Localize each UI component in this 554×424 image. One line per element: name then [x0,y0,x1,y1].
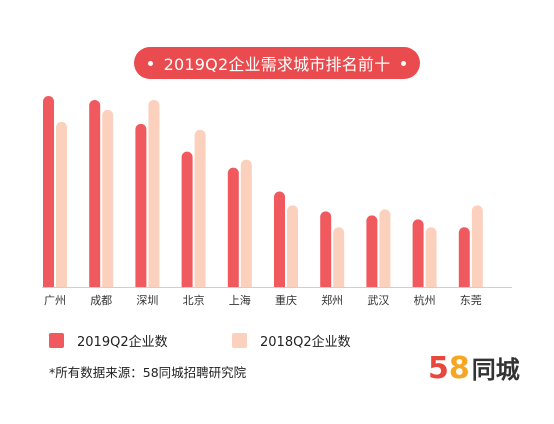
x-tick-label: 武汉 [367,294,389,307]
bar-2018-5 [287,205,298,287]
x-tick-label: 深圳 [136,294,158,307]
x-tick-label: 东莞 [460,294,482,307]
bar-2018-6 [333,227,345,287]
x-tick-label: 北京 [183,293,205,307]
logo-digit-5: 5 [428,351,449,386]
bar-2019-8 [412,219,424,287]
x-tick-label: 杭州 [414,293,436,307]
legend-swatch-2019 [49,333,64,348]
bar-2019-0 [43,95,54,287]
brand-logo: 5 8 同城 [428,351,520,386]
x-tick-label: 上海 [229,293,251,307]
title-dot-left [147,60,153,66]
bar-2019-6 [320,211,332,287]
legend-item-2019: 2019Q2企业数 [49,331,168,350]
bar-2019-1 [89,99,101,287]
bar-2019-9 [458,227,470,287]
bar-2018-8 [425,227,437,287]
x-tick-label: 郑州 [321,293,343,307]
x-tick-label: 成都 [90,294,112,307]
legend-swatch-2018 [232,333,247,348]
chart-title: 2019Q2企业需求城市排名前十 [163,55,391,74]
bar-2018-0 [56,121,67,287]
bar-2019-3 [181,151,193,287]
bar-2018-7 [379,209,391,287]
legend-label-2018: 2018Q2企业数 [260,335,351,350]
logo-text: 同城 [471,356,520,384]
chart-title-pill: 2019Q2企业需求城市排名前十 [134,47,420,79]
data-source-footnote: *所有数据来源：58同城招聘研究院 [49,365,247,380]
legend-label-2019: 2019Q2企业数 [77,335,168,350]
x-tick-label: 广州 [44,294,66,307]
bar-2018-4 [240,159,252,287]
x-tick-label: 重庆 [275,293,297,307]
bar-2019-7 [366,215,378,287]
legend-item-2018: 2018Q2企业数 [232,331,351,350]
bar-2019-4 [227,167,239,287]
bar-2019-5 [274,191,285,287]
bar-2018-1 [102,109,114,287]
bar-2018-9 [471,205,483,287]
logo-digit-8: 8 [448,351,470,386]
bar-2019-2 [135,123,147,288]
title-dot-right [401,60,407,66]
bar-2018-2 [148,99,160,287]
bar-2018-3 [194,129,206,287]
